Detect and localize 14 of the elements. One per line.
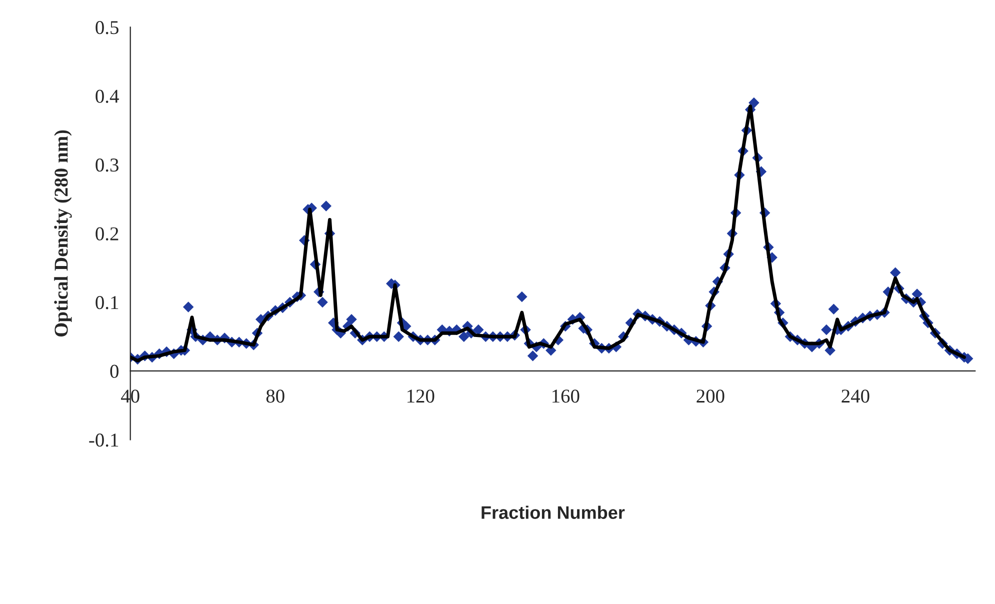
y-tick-label: 0 — [110, 364, 118, 378]
y-tick-label: 0.4 — [96, 90, 119, 103]
x-tick-label: 120 — [408, 390, 434, 403]
y-tick-label: -0.1 — [89, 434, 118, 447]
x-tick-label: 200 — [696, 390, 724, 403]
x-tick-label: 80 — [266, 390, 284, 403]
x-axis-title: Fraction Number — [482, 506, 625, 519]
y-tick-label: 0.3 — [96, 158, 118, 172]
y-axis-title: Optical Density (280 nm) — [54, 130, 72, 336]
y-tick-label: 0.5 — [96, 20, 118, 34]
x-tick-label: 160 — [552, 390, 580, 403]
y-tick-label: 0.1 — [96, 296, 118, 310]
y-tick-label: 0.2 — [96, 227, 118, 240]
x-tick-label: 240 — [842, 390, 870, 403]
